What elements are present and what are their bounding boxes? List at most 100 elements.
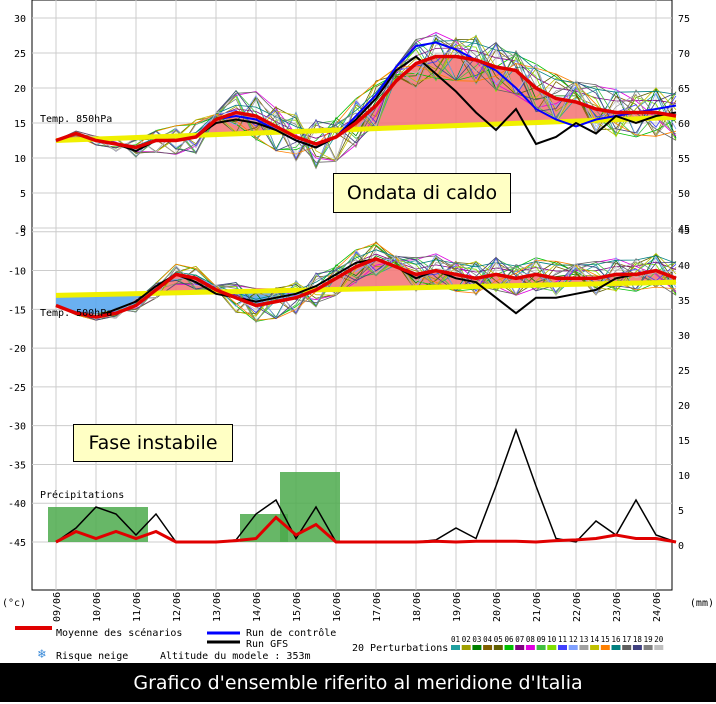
mean-line-850 (55, 54, 677, 150)
footer-title: Grafico d'ensemble riferito al meridione… (0, 663, 716, 702)
pert-number: 19 (644, 635, 653, 644)
pert-number: 17 (622, 635, 631, 644)
unit-right: (mm) (690, 598, 714, 609)
x-tick-label: 16/06 (332, 592, 343, 622)
pert-swatch (536, 645, 546, 650)
unstable-phase-callout: Fase instabile (73, 424, 233, 462)
pert-swatch (590, 645, 600, 650)
pert-swatch (643, 645, 653, 650)
x-tick-label: 19/06 (452, 592, 463, 622)
pert-number: 20 (654, 635, 664, 644)
pert-number: 08 (526, 635, 536, 644)
x-tick-label: 15/06 (292, 592, 303, 622)
x-tick-label: 23/06 (612, 592, 623, 622)
pert-swatch (451, 645, 460, 650)
snowflake-icon: ❄ (37, 647, 46, 662)
pert-number: 18 (633, 635, 643, 644)
panel-label-500: Temp. 500hPa (40, 308, 112, 319)
legend-mean-label: Moyenne des scénarios (56, 627, 182, 639)
right-tick-mm: 45 (678, 226, 690, 237)
heat-wave-callout: Ondata di caldo (333, 173, 511, 213)
legend-perturbations-label: 20 Perturbations (352, 643, 448, 654)
perturbation-line-500 (55, 255, 677, 315)
pert-swatch (472, 645, 482, 650)
right-tick-850: 50 (678, 189, 690, 200)
left-tick-850: 25 (14, 49, 26, 60)
right-tick-mm: 30 (678, 331, 690, 342)
pert-number: 14 (590, 635, 600, 644)
right-tick-mm: 35 (678, 296, 690, 307)
left-tick-500: -45 (8, 538, 26, 549)
climatology-line-500 (55, 279, 677, 298)
pert-swatch (600, 645, 610, 650)
panel-label-850: Temp. 850hPa (40, 114, 112, 125)
mean-line-500 (55, 257, 677, 319)
x-tick-label: 20/06 (492, 592, 503, 622)
pert-swatch (461, 645, 471, 650)
pert-swatch (547, 645, 557, 650)
precip-block (280, 472, 340, 542)
pert-number: 05 (494, 635, 503, 644)
right-tick-mm: 40 (678, 261, 690, 272)
left-tick-500: -20 (8, 344, 26, 355)
right-tick-850: 65 (678, 84, 690, 95)
x-tick-label: 10/06 (92, 592, 103, 622)
pert-swatch (568, 645, 578, 650)
right-tick-850: 60 (678, 119, 690, 130)
left-tick-500: -40 (8, 499, 26, 510)
right-tick-850: 70 (678, 49, 690, 60)
pert-swatch (504, 645, 514, 650)
left-tick-500: -15 (8, 305, 26, 316)
pert-swatch (483, 645, 493, 650)
legend-altitude-label: Altitude du modele : 353m (160, 651, 311, 662)
left-tick-850: 15 (14, 119, 26, 130)
left-tick-850: 30 (14, 14, 26, 25)
pert-number: 04 (483, 635, 493, 644)
pert-swatch (611, 645, 621, 650)
pert-number: 12 (569, 635, 578, 644)
left-tick-500: -10 (8, 267, 26, 278)
x-tick-label: 11/06 (132, 592, 143, 622)
left-tick-850: 5 (20, 189, 26, 200)
right-tick-850: 75 (678, 14, 690, 25)
right-tick-mm: 5 (678, 506, 684, 517)
right-tick-mm: 20 (678, 401, 690, 412)
x-tick-label: 09/06 (52, 592, 63, 622)
panel-label-precip: Précipitations (40, 489, 124, 501)
x-tick-label: 13/06 (212, 592, 223, 622)
right-tick-mm: 0 (678, 541, 684, 552)
pert-number: 01 (451, 635, 460, 644)
x-tick-label: 22/06 (572, 592, 583, 622)
x-tick-label: 17/06 (372, 592, 383, 622)
right-tick-mm: 15 (678, 436, 690, 447)
right-tick-850: 55 (678, 154, 690, 165)
x-tick-label: 12/06 (172, 592, 183, 622)
pert-number: 06 (505, 635, 515, 644)
pert-swatch (493, 645, 503, 650)
legend-control-label: Run de contrôle (246, 627, 336, 639)
perturbation-line-850 (55, 34, 677, 163)
pert-number: 13 (579, 635, 588, 644)
x-tick-label: 14/06 (252, 592, 263, 622)
gfs-line-500 (55, 257, 677, 319)
left-tick-500: -5 (14, 228, 26, 239)
pert-number: 10 (547, 635, 557, 644)
pert-number: 11 (558, 635, 567, 644)
right-tick-mm: 25 (678, 366, 690, 377)
x-tick-label: 18/06 (412, 592, 423, 622)
left-tick-850: 10 (14, 154, 26, 165)
pert-swatch (579, 645, 589, 650)
left-tick-850: 0 (20, 224, 26, 235)
pert-swatch (558, 645, 567, 650)
left-tick-500: -30 (8, 422, 26, 433)
pert-swatch (515, 645, 525, 650)
unit-left: (°c) (2, 598, 26, 609)
pert-swatch (525, 645, 535, 650)
pert-swatch (654, 645, 664, 650)
left-tick-500: -25 (8, 383, 26, 394)
legend-snow-label: Risque neige (56, 651, 128, 662)
x-tick-label: 24/06 (652, 592, 663, 622)
pert-number: 09 (537, 635, 546, 644)
pert-number: 07 (515, 635, 524, 644)
